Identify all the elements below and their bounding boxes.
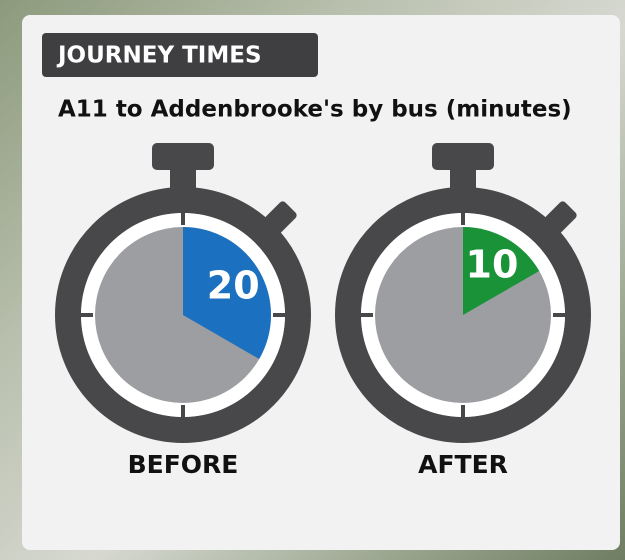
category-label: AFTER xyxy=(418,450,508,479)
chart-title: A11 to Addenbrooke's by bus (minutes) xyxy=(58,97,572,123)
time-sector xyxy=(183,227,271,359)
value-label: 10 xyxy=(466,242,519,286)
dial-ring xyxy=(55,187,311,443)
time-sector xyxy=(463,227,540,315)
crown-cap xyxy=(152,143,214,170)
crown-cap xyxy=(432,143,494,170)
badge xyxy=(42,33,318,77)
category-label: BEFORE xyxy=(128,450,239,479)
value-label: 20 xyxy=(207,264,260,308)
dial-ring xyxy=(335,187,591,443)
badge-text: JOURNEY TIMES xyxy=(56,43,262,69)
